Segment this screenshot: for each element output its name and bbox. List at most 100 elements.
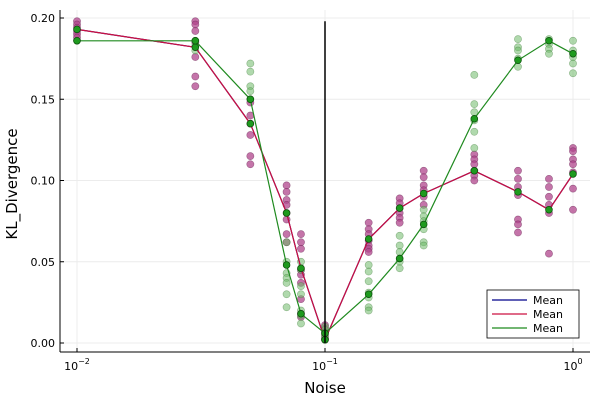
magenta-point [419, 173, 428, 182]
magenta-point [514, 174, 522, 183]
mean-marker [419, 220, 428, 229]
mean-lines [73, 25, 577, 344]
x-tick-base: 10 [312, 360, 326, 373]
x-tick-exponent: −1 [326, 357, 338, 366]
y-tick-label: 0.00 [31, 337, 56, 350]
mean-marker [246, 119, 255, 128]
green-point [470, 70, 479, 79]
mean-marker [364, 235, 373, 243]
x-tick-label: 100 [563, 357, 582, 373]
magenta-point [545, 183, 553, 191]
mean-marker [569, 49, 577, 58]
y-axis-title: KL_Divergence [3, 128, 22, 239]
green-point [395, 241, 404, 250]
magenta-point [514, 166, 522, 175]
green-point [514, 46, 522, 55]
mean-marker [419, 189, 428, 198]
y-tick-label: 0.20 [31, 12, 56, 25]
green-point [470, 127, 479, 136]
magenta-point [246, 131, 255, 139]
x-tick-base: 10 [563, 360, 577, 373]
green-point [246, 87, 255, 96]
green-point [569, 59, 577, 68]
mean-marker [246, 95, 255, 103]
x-axis-title: Noise [304, 379, 346, 397]
magenta-point [569, 184, 577, 193]
magenta-point [191, 53, 200, 61]
x-tick-label: 10−2 [64, 357, 90, 373]
y-tick-label: 0.05 [31, 256, 56, 269]
magenta-point [545, 174, 553, 183]
magenta-point [297, 230, 305, 239]
mean-marker [191, 36, 200, 45]
y-tick-label: 0.15 [31, 93, 56, 106]
green-point [470, 100, 479, 109]
green-point [419, 241, 428, 250]
legend-label: Mean [533, 294, 563, 307]
mean-marker [297, 310, 305, 318]
magenta-point [514, 228, 522, 237]
magenta-point [569, 147, 577, 156]
green-point [395, 264, 404, 273]
magenta-point [545, 192, 553, 201]
magenta-point [419, 166, 428, 175]
green-point [545, 49, 553, 58]
green-point [246, 59, 255, 68]
mean-marker [545, 206, 553, 214]
magenta-point [282, 230, 291, 239]
mean-marker [514, 188, 522, 196]
green-point [282, 238, 291, 247]
green-point [297, 282, 305, 291]
magenta-point [282, 181, 291, 190]
green-point [246, 67, 255, 76]
mean-marker [470, 114, 479, 123]
mean-marker [395, 204, 404, 212]
magenta-point [191, 27, 200, 35]
x-tick-exponent: 0 [577, 357, 582, 366]
mean-marker [73, 36, 81, 45]
mean-marker [545, 36, 553, 45]
magenta-point [470, 176, 479, 185]
green-point [364, 267, 373, 276]
mean-marker [569, 170, 577, 178]
magenta-point [470, 160, 479, 169]
magenta-point [191, 72, 200, 81]
green-point [514, 35, 522, 44]
green-point [282, 303, 291, 312]
green-point [419, 205, 428, 214]
y-tick-label: 0.10 [31, 175, 56, 188]
mean-marker [191, 43, 200, 51]
magenta-point [246, 152, 255, 161]
magenta-point [569, 205, 577, 214]
x-tick-label: 10−1 [312, 357, 338, 373]
x-tick-exponent: −2 [78, 357, 90, 366]
green-point [297, 319, 305, 328]
green-point [364, 261, 373, 269]
magenta-point [395, 218, 404, 227]
mean-marker [73, 25, 81, 34]
mean-marker [514, 56, 522, 64]
x-tick-base: 10 [64, 360, 78, 373]
legend-label: Mean [533, 322, 563, 335]
mean-marker [470, 167, 479, 175]
mean-marker [395, 254, 404, 263]
magenta-point [191, 82, 200, 91]
green-point [297, 290, 305, 299]
magenta-point [545, 249, 553, 258]
magenta-point [514, 220, 522, 229]
magenta-point [246, 160, 255, 169]
green-point [470, 144, 479, 152]
green-point [282, 278, 291, 287]
green-point [569, 69, 577, 78]
magenta-point [569, 160, 577, 169]
mean-marker [364, 290, 373, 299]
green-point [569, 36, 577, 45]
green-point [282, 290, 291, 299]
magenta-point [364, 248, 373, 256]
legend-label: Mean [533, 308, 563, 321]
green-point [364, 277, 373, 286]
